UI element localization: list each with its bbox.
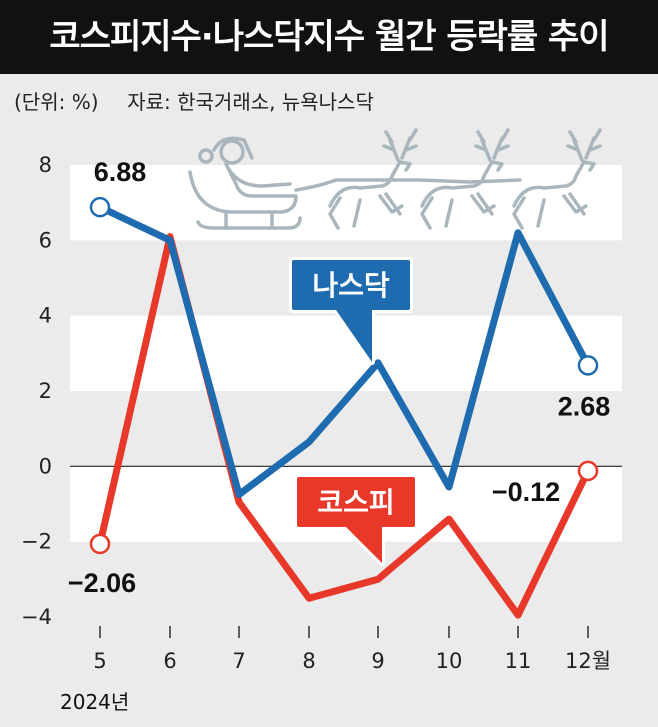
x-tick-label: 8 xyxy=(302,649,315,673)
x-tick-label: 9 xyxy=(371,649,384,673)
y-tick-label: 2 xyxy=(39,379,52,403)
year-label: 2024년 xyxy=(60,690,130,714)
series-name-label: 나스닥 xyxy=(312,269,390,302)
data-label: 6.88 xyxy=(94,157,147,187)
callout-box xyxy=(292,260,410,310)
x-tick-label: 10 xyxy=(436,649,463,673)
chart-meta: (단위: %) 자료: 한국거래소, 뉴욕나스닥 xyxy=(14,86,374,115)
data-label: −2.06 xyxy=(68,568,136,598)
x-tick-label: 6 xyxy=(163,649,176,673)
series-line-0 xyxy=(96,203,592,499)
title-bar: 코스피지수·나스닥지수 월간 등락률 추이 xyxy=(0,0,658,74)
x-tick-label: 11 xyxy=(505,649,532,673)
santa-sleigh-reindeer-icon xyxy=(188,128,602,230)
x-tick-label: 7 xyxy=(232,649,245,673)
y-tick-label: −2 xyxy=(21,530,52,554)
y-tick-label: 4 xyxy=(39,304,52,328)
x-tick-label: 5 xyxy=(93,649,106,673)
y-tick-label: −4 xyxy=(21,605,52,629)
series-name-label: 코스피 xyxy=(317,486,394,519)
endpoint-marker xyxy=(89,533,111,555)
callout-tail xyxy=(346,527,382,563)
source-label: 자료: 한국거래소, 뉴욕나스닥 xyxy=(127,90,374,114)
grid-band xyxy=(70,165,622,241)
endpoint-marker xyxy=(89,196,111,218)
y-tick-label: 0 xyxy=(39,454,52,478)
data-label: −0.12 xyxy=(492,477,560,507)
chart-title: 코스피지수·나스닥지수 월간 등락률 추이 xyxy=(49,17,609,57)
data-label: 2.68 xyxy=(558,391,611,421)
callout-tail xyxy=(336,310,372,362)
callout-box xyxy=(297,477,415,527)
x-tick-label: 12월 xyxy=(565,649,611,673)
endpoint-marker xyxy=(577,355,599,376)
y-tick-label: 8 xyxy=(39,153,52,177)
y-tick-label: 6 xyxy=(39,228,52,252)
unit-label: (단위: %) xyxy=(14,90,99,114)
endpoint-marker xyxy=(577,460,599,482)
